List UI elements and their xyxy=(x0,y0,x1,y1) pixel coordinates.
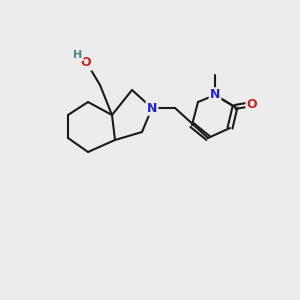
Text: N: N xyxy=(147,101,157,115)
Text: O: O xyxy=(247,98,257,110)
Text: N: N xyxy=(210,88,220,101)
Text: O: O xyxy=(81,56,91,70)
Text: H: H xyxy=(74,50,82,60)
